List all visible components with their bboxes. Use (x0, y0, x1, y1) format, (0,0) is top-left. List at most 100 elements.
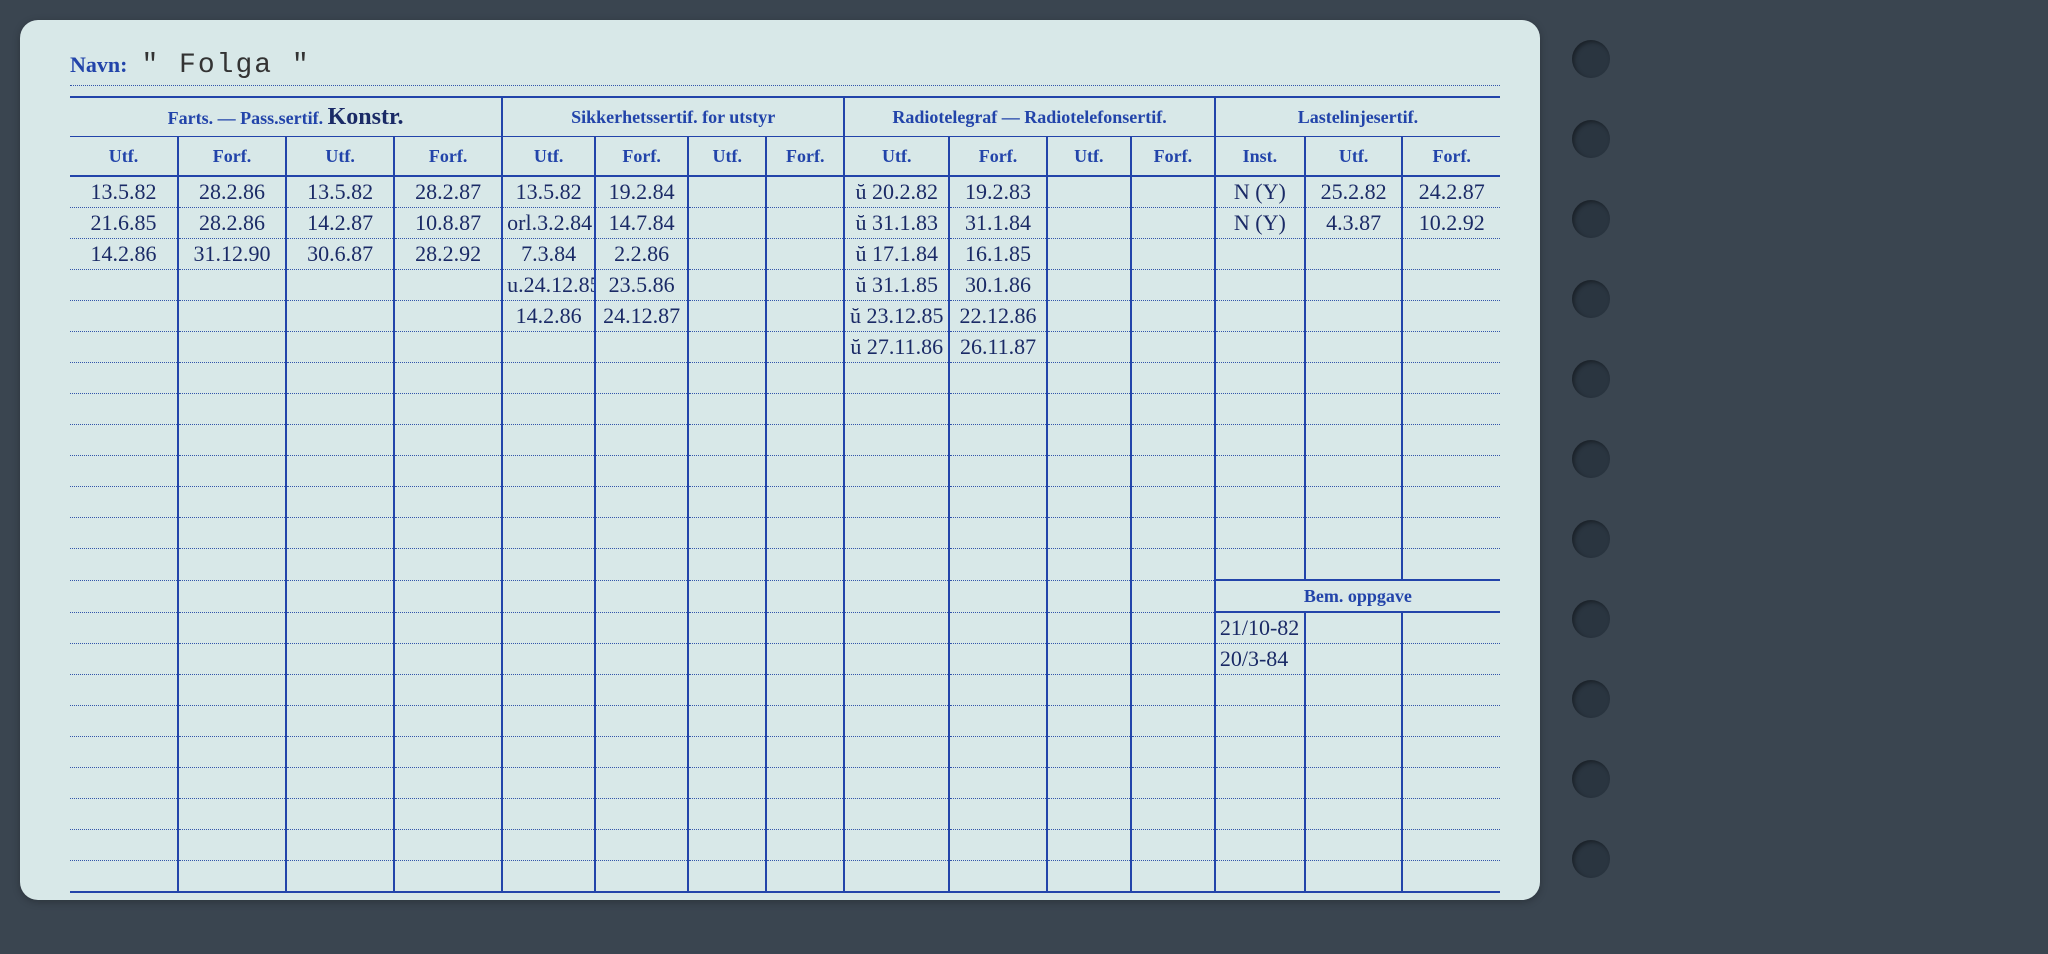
cell (502, 799, 595, 830)
cell (178, 518, 286, 549)
cell (688, 394, 766, 425)
cell (1215, 394, 1305, 425)
cell (1131, 675, 1215, 706)
cell (502, 487, 595, 518)
cell (844, 644, 949, 675)
cell (286, 270, 394, 301)
cell (688, 799, 766, 830)
cell: 22.12.86 (949, 301, 1047, 332)
cell (688, 861, 766, 892)
table-row: ŭ 27.11.8626.11.87 (70, 332, 1500, 363)
cell (178, 580, 286, 612)
cell (1402, 799, 1500, 830)
cell (949, 799, 1047, 830)
cell (1215, 549, 1305, 581)
cell (595, 737, 688, 768)
cell: 31.12.90 (178, 239, 286, 270)
cell (286, 518, 394, 549)
cell (502, 675, 595, 706)
cell (688, 518, 766, 549)
cell (1047, 706, 1131, 737)
cell (766, 518, 844, 549)
cell (595, 518, 688, 549)
cell (178, 456, 286, 487)
col-header: Utf. (688, 137, 766, 177)
cell (844, 456, 949, 487)
cell (286, 332, 394, 363)
cell (1402, 612, 1500, 644)
cell (178, 861, 286, 892)
cell (1131, 737, 1215, 768)
hole-icon (1572, 120, 1610, 158)
cell (844, 737, 949, 768)
cell (70, 675, 178, 706)
cell (688, 176, 766, 208)
cell (688, 675, 766, 706)
cell (595, 549, 688, 581)
cell (394, 363, 502, 394)
cell (766, 270, 844, 301)
cell (1402, 861, 1500, 892)
cell (688, 301, 766, 332)
cell (1305, 612, 1403, 644)
cell (1131, 363, 1215, 394)
cell (949, 580, 1047, 612)
cell (844, 799, 949, 830)
cell (1215, 830, 1305, 861)
cell (595, 425, 688, 456)
col-header: Forf. (949, 137, 1047, 177)
cell (844, 612, 949, 644)
cell (1131, 830, 1215, 861)
cell (766, 456, 844, 487)
cell (70, 706, 178, 737)
cell (70, 270, 178, 301)
cell (1215, 239, 1305, 270)
cell: 13.5.82 (70, 176, 178, 208)
cell (1047, 487, 1131, 518)
cell (1047, 612, 1131, 644)
cell (949, 518, 1047, 549)
col-header: Utf. (502, 137, 595, 177)
cell (178, 487, 286, 518)
cell (595, 861, 688, 892)
cell (70, 363, 178, 394)
cell (1215, 363, 1305, 394)
cell (70, 332, 178, 363)
cell (502, 768, 595, 799)
cell (595, 830, 688, 861)
cell (1305, 456, 1403, 487)
cell (766, 425, 844, 456)
cell (70, 549, 178, 581)
cell (70, 768, 178, 799)
cell (1305, 363, 1403, 394)
cell (502, 363, 595, 394)
cell (1305, 332, 1403, 363)
cell (178, 830, 286, 861)
cell (502, 394, 595, 425)
cell (1402, 487, 1500, 518)
cell (1305, 270, 1403, 301)
cell (70, 518, 178, 549)
cell (844, 580, 949, 612)
cell (1131, 456, 1215, 487)
cell (1402, 768, 1500, 799)
cell (1215, 270, 1305, 301)
cell (949, 675, 1047, 706)
cell (286, 861, 394, 892)
cell (766, 549, 844, 581)
cell: 14.2.86 (502, 301, 595, 332)
cell: 24.2.87 (1402, 176, 1500, 208)
cell (502, 737, 595, 768)
cell (502, 706, 595, 737)
cell (595, 675, 688, 706)
cell (286, 737, 394, 768)
col-header: Forf. (1402, 137, 1500, 177)
cell (1131, 301, 1215, 332)
cell (1305, 768, 1403, 799)
cell (1215, 675, 1305, 706)
cell (70, 301, 178, 332)
cell (949, 830, 1047, 861)
cell: 28.2.92 (394, 239, 502, 270)
cell: 13.5.82 (502, 176, 595, 208)
cell: 10.8.87 (394, 208, 502, 239)
